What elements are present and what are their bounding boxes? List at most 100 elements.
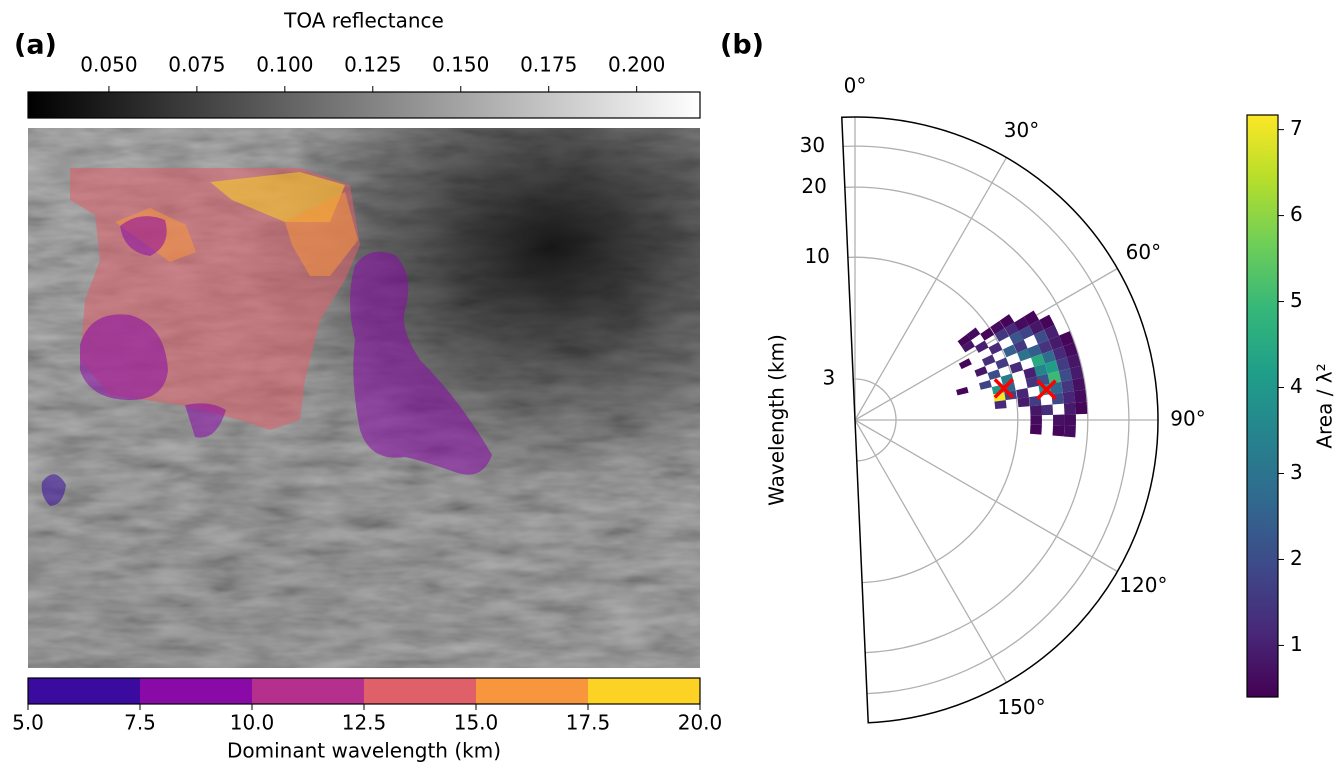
hist-cell (1029, 320, 1045, 335)
colorbar-label: Dominant wavelength (km) (227, 739, 501, 763)
hist-cell (981, 354, 996, 367)
hist-cell (1023, 366, 1037, 380)
tick-label: 6 (1290, 202, 1303, 226)
hist-cell (1055, 357, 1070, 372)
region (120, 216, 167, 256)
hist-cell (1027, 344, 1042, 358)
hist-cell (957, 334, 971, 347)
hist-cell (1023, 310, 1040, 326)
colorbar-bin (140, 678, 252, 704)
colorbar-label: TOA reflectance (283, 9, 444, 33)
hist-cell (974, 366, 988, 377)
hist-cell (994, 328, 1010, 342)
tick-label: 1 (1290, 632, 1303, 656)
hist-cell (1009, 330, 1024, 345)
hist-cell (1014, 316, 1030, 331)
theta-tick-label: 60° (1126, 240, 1161, 264)
hist-cell (990, 320, 1005, 335)
hist-cell (1063, 342, 1078, 358)
hist-cell (1044, 324, 1060, 340)
theta-tick-label: 120° (1119, 573, 1167, 597)
colorbar-label: Area / λ² (1313, 363, 1337, 448)
colorbar-bin (252, 678, 364, 704)
hist-cell (994, 400, 1007, 409)
hist-cell (1016, 388, 1029, 399)
tick-label: 12.5 (342, 711, 387, 735)
grid-circle (853, 378, 897, 462)
hist-cell (1063, 425, 1076, 438)
hist-cell (1075, 401, 1088, 415)
hist-cell (1044, 360, 1059, 374)
hist-cell (974, 340, 989, 353)
hist-cell (1058, 368, 1073, 382)
hist-cell (987, 369, 1001, 381)
theta-tick-label: 150° (997, 695, 1045, 719)
colorbar (1246, 114, 1279, 698)
hist-cell (1062, 391, 1076, 404)
hist-cell (1048, 335, 1064, 351)
r-tick-label: 10 (804, 244, 829, 268)
panel-label: (b) (720, 30, 764, 61)
region (41, 474, 66, 506)
marker (993, 378, 1015, 399)
hist-cell (1052, 346, 1067, 361)
hist-cell (1004, 322, 1020, 337)
hist-cell (1074, 389, 1087, 403)
hist-cell (961, 340, 975, 353)
region (285, 192, 358, 276)
hist-cell (1064, 414, 1076, 426)
grid-spoke (854, 419, 1008, 683)
hist-cell (956, 386, 969, 396)
colorbar-bin (588, 678, 700, 704)
grid-circle (844, 186, 1089, 654)
hist-cell (1033, 329, 1049, 345)
region (350, 251, 492, 475)
grid-spoke (854, 419, 1118, 573)
hist-cell (1066, 354, 1081, 369)
hist-cell (1038, 339, 1053, 354)
hist-cell (1029, 424, 1042, 435)
hist-cell (1017, 397, 1030, 408)
tick-label: 7 (1290, 116, 1303, 140)
satellite-image (28, 128, 700, 668)
colorbar (27, 91, 701, 119)
hist-cell (1030, 353, 1045, 367)
hist-cell (1041, 350, 1056, 364)
r-tick-label: 3 (822, 366, 835, 390)
grid-circle (843, 145, 1130, 695)
theta-tick-label: 90° (1170, 407, 1205, 431)
tick-label: 0.050 (80, 53, 137, 77)
hist-cell (1052, 425, 1065, 437)
hist-cell (1009, 361, 1024, 374)
tick-label: 7.5 (124, 711, 156, 735)
hist-cell (999, 314, 1015, 329)
tick-label: 0.150 (432, 53, 489, 77)
hist-cell (966, 327, 981, 341)
tick-label: 4 (1290, 374, 1303, 398)
hist-cell (995, 357, 1009, 370)
polar-frame (841, 116, 1159, 724)
hist-cell (1013, 339, 1028, 353)
panel-label: (a) (14, 30, 57, 61)
r-tick-label: 30 (800, 133, 825, 157)
tick-label: 0.175 (520, 53, 577, 77)
hist-cell (1053, 414, 1065, 426)
hist-cell (1030, 415, 1042, 425)
hist-cell (1063, 402, 1076, 415)
tick-label: 0.100 (256, 53, 313, 77)
tick-label: 20.0 (678, 711, 723, 735)
colorbar-bin (28, 678, 140, 704)
r-tick-label: 20 (801, 174, 826, 198)
hist-cell (1025, 376, 1039, 389)
hist-cell (1047, 371, 1061, 384)
hist-cell (1033, 363, 1048, 377)
tick-label: 15.0 (454, 711, 499, 735)
tick-label: 17.5 (566, 711, 611, 735)
hist-cell (980, 327, 995, 341)
tick-label: 5.0 (12, 711, 44, 735)
hist-cell (1072, 377, 1086, 392)
tick-label: 5 (1290, 288, 1303, 312)
hist-cell (1069, 365, 1084, 380)
tick-label: 0.125 (344, 53, 401, 77)
